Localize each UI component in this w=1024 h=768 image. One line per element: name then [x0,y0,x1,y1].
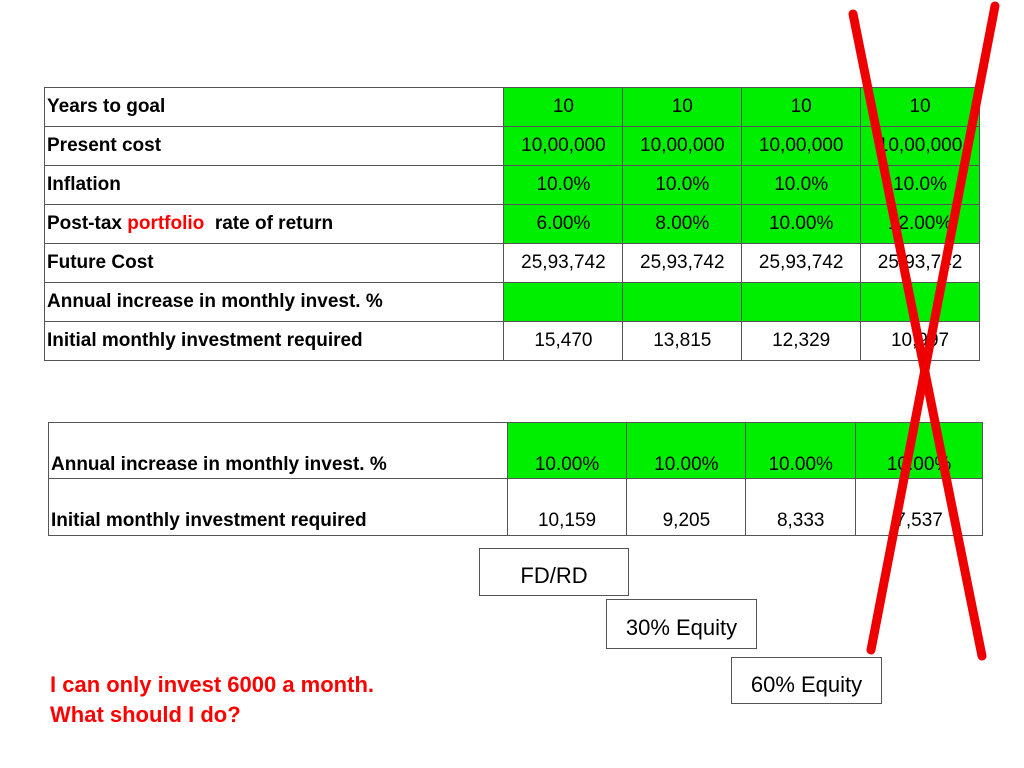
table-cell: 25,93,742 [741,243,862,283]
table-cell: 25,93,742 [860,243,980,283]
table-row: Present cost 10,00,000 10,00,000 10,00,0… [43,126,980,166]
table-cell: 15,470 [503,321,624,361]
table-cell: 10,00,000 [622,126,743,166]
question-text: I can only invest 6000 a month. What sho… [50,670,374,730]
fd-rd-label: FD/RD [479,548,629,596]
row-label: Initial monthly investment required [48,478,508,536]
table-cell [741,282,862,322]
table-cell: 9,205 [626,478,747,536]
table-cell: 25,93,742 [503,243,624,283]
row-label: Post-tax portfolio rate of return [43,204,505,244]
label-text: Post-tax [47,213,128,234]
table-row: Initial monthly investment required 10,1… [48,478,983,536]
question-line: I can only invest 6000 a month. [50,672,374,697]
table-cell: 12.00% [860,204,980,244]
equity-60-label: 60% Equity [731,657,882,704]
row-label: Initial monthly investment required [43,321,505,361]
table-cell: 10.0% [622,165,743,205]
table-cell: 10 [622,87,743,127]
table-cell: 8,333 [745,478,857,536]
table-row: Years to goal 10 10 10 10 [43,87,980,127]
table-cell: 10,00,000 [860,126,980,166]
table-cell: 10.00% [506,422,628,479]
question-line: What should I do? [50,702,241,727]
highlighted-word: portfolio [127,213,205,234]
table-cell: 25,93,742 [622,243,743,283]
table-cell: 12,329 [741,321,862,361]
table-cell: 10.0% [741,165,862,205]
label-text: rate of return [204,213,334,234]
table-cell: 13,815 [622,321,743,361]
table-cell: 10.00% [741,204,862,244]
goal-planning-table: Years to goal 10 10 10 10 Present cost 1… [43,87,980,361]
table-cell: 7,537 [855,478,983,536]
increasing-investment-table: Annual increase in monthly invest. % 10.… [48,422,983,536]
table-cell: 10 [741,87,862,127]
table-cell: 10,997 [860,321,980,361]
table-cell: 10.00% [855,422,983,479]
table-cell [622,282,743,322]
table-row: Annual increase in monthly invest. % [43,282,980,322]
table-row: Future Cost 25,93,742 25,93,742 25,93,74… [43,243,980,283]
table-row: Annual increase in monthly invest. % 10.… [48,422,983,479]
table-cell: 10,00,000 [741,126,862,166]
row-label: Future Cost [43,243,505,283]
table-cell: 10.0% [860,165,980,205]
table-row: Post-tax portfolio rate of return 6.00% … [43,204,980,244]
row-label: Years to goal [43,87,505,127]
row-label: Present cost [43,126,505,166]
row-label: Annual increase in monthly invest. % [48,422,508,479]
table-cell [860,282,980,322]
table-row: Initial monthly investment required 15,4… [43,321,980,361]
row-label: Annual increase in monthly invest. % [43,282,505,322]
table-cell: 6.00% [503,204,624,244]
table-cell: 10,159 [506,478,628,536]
table-row: Inflation 10.0% 10.0% 10.0% 10.0% [43,165,980,205]
table-cell: 10 [860,87,980,127]
table-cell: 8.00% [622,204,743,244]
table-cell: 10.00% [626,422,747,479]
table-cell: 10 [503,87,624,127]
equity-30-label: 30% Equity [606,599,757,649]
table-cell: 10.0% [503,165,624,205]
table-cell [503,282,624,322]
table-cell: 10.00% [745,422,857,479]
table-cell: 10,00,000 [503,126,624,166]
row-label: Inflation [43,165,505,205]
